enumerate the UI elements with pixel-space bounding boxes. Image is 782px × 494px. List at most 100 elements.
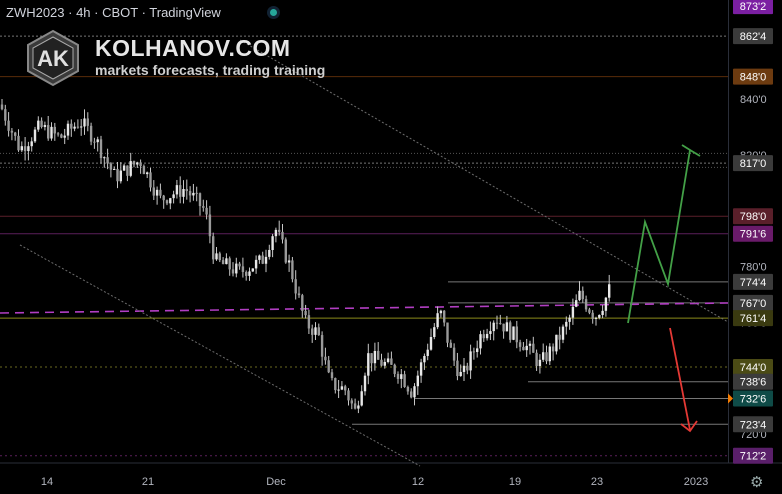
candle-body (248, 271, 251, 276)
candle-body (294, 279, 297, 294)
candle-body (459, 371, 462, 377)
candle (360, 385, 363, 407)
candle (482, 329, 485, 342)
candle (212, 232, 215, 264)
price-marker-label: 817'0 (740, 158, 767, 170)
candle-body (542, 352, 545, 360)
candle (406, 385, 410, 395)
candle-body (317, 327, 320, 336)
candle-body (436, 313, 439, 328)
candle (231, 262, 235, 277)
price-marker-bg (733, 155, 773, 172)
candle (472, 347, 476, 360)
gear-icon[interactable]: ⚙ (750, 474, 764, 491)
candle (251, 268, 254, 273)
candle-body (43, 125, 47, 127)
candle-body (20, 146, 23, 151)
price-marker-bg (733, 68, 773, 85)
candle-body (400, 374, 403, 379)
candle (215, 246, 218, 261)
candle-body (66, 123, 70, 136)
price-marker-label: 712'2 (740, 451, 767, 463)
candle (119, 162, 122, 184)
time-tick-label: 12 (412, 476, 424, 488)
candle-body (314, 327, 317, 335)
candle (452, 343, 456, 366)
candle (433, 323, 436, 340)
candle (502, 323, 505, 339)
forecast-up-path (627, 149, 691, 324)
candle (320, 331, 324, 366)
forecast-down-arrowhead (680, 420, 698, 433)
candle-body (367, 353, 370, 376)
candle-body (584, 299, 588, 310)
candle-body (159, 189, 162, 196)
candle (43, 121, 47, 131)
candle (132, 160, 136, 168)
candle (142, 164, 146, 175)
candle (419, 358, 423, 383)
candle-body (271, 236, 274, 251)
candle-body (4, 109, 7, 121)
candle (50, 122, 53, 141)
candle-body (116, 168, 119, 182)
candle-body (212, 236, 215, 260)
candle-body (433, 327, 436, 337)
candle-body (33, 129, 37, 142)
candle-body (340, 386, 344, 390)
time-axis-bg (0, 463, 782, 494)
candle (182, 180, 185, 204)
candle-body (482, 334, 485, 339)
candle-body (73, 126, 76, 129)
candle-body (383, 361, 386, 366)
candle-body (588, 309, 591, 313)
candle (386, 352, 390, 364)
candle-body (594, 317, 598, 319)
price-tick-label: 840'0 (740, 94, 767, 106)
candle (367, 343, 370, 385)
candle-body (499, 323, 502, 325)
candle (235, 257, 238, 278)
candle (495, 315, 499, 330)
price-marker: 848'0 (733, 68, 773, 85)
candle (83, 109, 86, 135)
candle-body (221, 260, 225, 265)
candle (476, 340, 479, 358)
price-marker: 774'4 (733, 273, 773, 290)
candle-body (195, 192, 198, 194)
candle-body (93, 141, 96, 143)
candle-body (443, 310, 446, 323)
candle-body (462, 365, 466, 372)
candle-body (245, 272, 248, 276)
candle (10, 128, 14, 141)
time-tick-label: 23 (591, 476, 603, 488)
candle (17, 129, 20, 152)
candle-body (485, 333, 489, 339)
price-scale: 840'0820'0780'0760'0720'0873'2862'4848'0… (728, 0, 773, 464)
time-tick-label: 2023 (684, 476, 708, 488)
candle-body (251, 268, 254, 272)
candle (149, 167, 152, 192)
price-marker-bg (733, 310, 773, 327)
candle (139, 159, 142, 174)
candle-body (522, 346, 525, 351)
candle-body (278, 229, 281, 232)
price-marker-label: 732'6 (740, 393, 767, 405)
candle-body (238, 263, 241, 267)
candle (383, 358, 386, 369)
candle (429, 328, 433, 351)
candle-body (30, 141, 33, 147)
candle-body (373, 350, 377, 364)
candle (400, 369, 403, 389)
candle (70, 119, 73, 137)
candle (561, 324, 565, 344)
candle-body (142, 166, 146, 175)
candle (165, 199, 169, 206)
candle-body (479, 334, 482, 349)
price-marker-label: 848'0 (740, 72, 767, 84)
candle (33, 126, 37, 144)
candle (103, 156, 106, 168)
candle (254, 255, 258, 274)
candle (505, 315, 509, 332)
